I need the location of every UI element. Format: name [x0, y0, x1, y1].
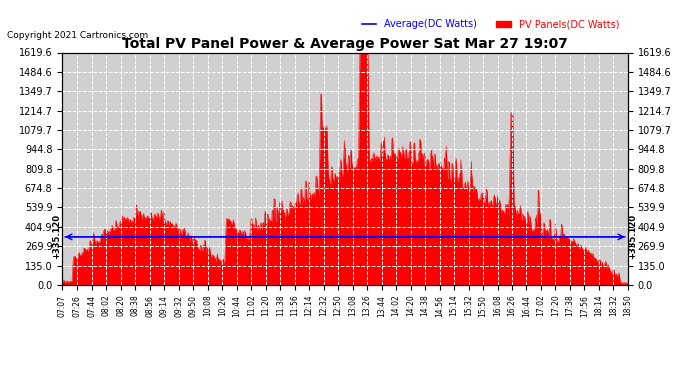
Text: +335.120: +335.120	[52, 214, 61, 260]
Text: +335.120: +335.120	[629, 214, 638, 260]
Text: Copyright 2021 Cartronics.com: Copyright 2021 Cartronics.com	[7, 30, 148, 39]
Legend: Average(DC Watts), PV Panels(DC Watts): Average(DC Watts), PV Panels(DC Watts)	[357, 15, 623, 33]
Title: Total PV Panel Power & Average Power Sat Mar 27 19:07: Total PV Panel Power & Average Power Sat…	[122, 38, 568, 51]
